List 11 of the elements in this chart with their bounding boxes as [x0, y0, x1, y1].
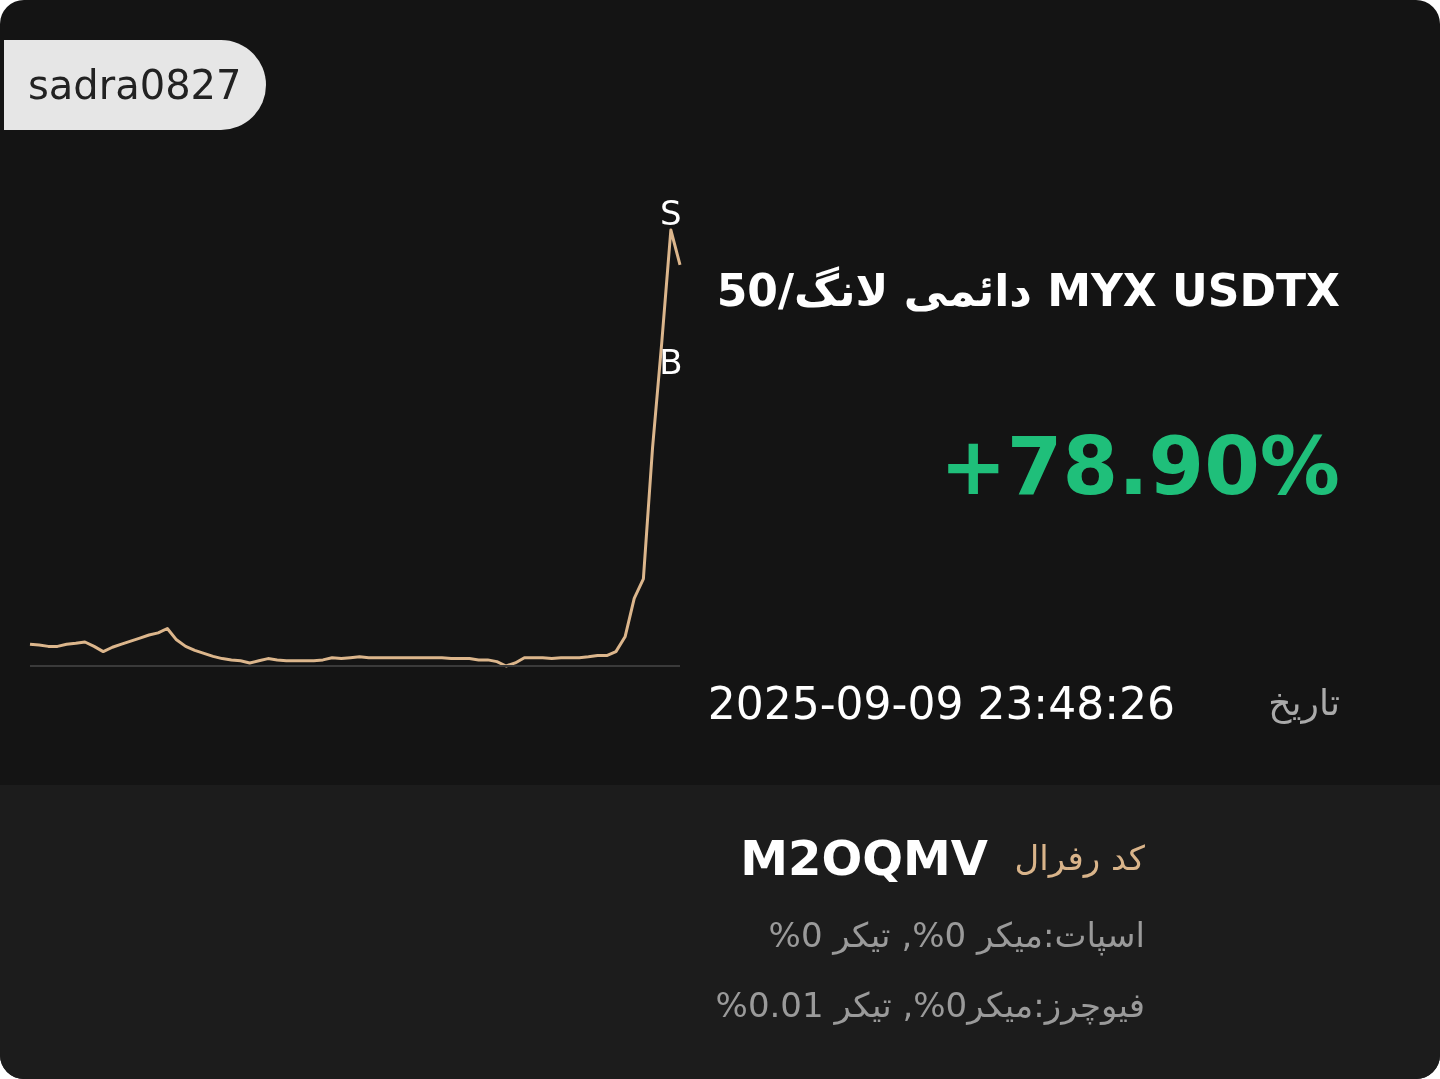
- text: +78.90%: [939, 420, 1340, 513]
- text: M2OQMV: [740, 830, 988, 886]
- text: کد رفرال: [1014, 838, 1145, 878]
- annotation: B: [659, 342, 683, 383]
- text: اسپات:میکر 0%, تیکر 0%: [768, 915, 1145, 955]
- text: تاریخ: [1268, 682, 1340, 723]
- text: 2025-09-09 23:48:26: [707, 678, 1175, 729]
- annotation: S: [660, 193, 682, 233]
- text: sadra0827: [4, 40, 266, 130]
- text: MYX USDTX دائمی لانگ/50: [716, 265, 1340, 316]
- text: فیوچرز:میکر0%, تیکر 0.01%: [715, 985, 1145, 1025]
